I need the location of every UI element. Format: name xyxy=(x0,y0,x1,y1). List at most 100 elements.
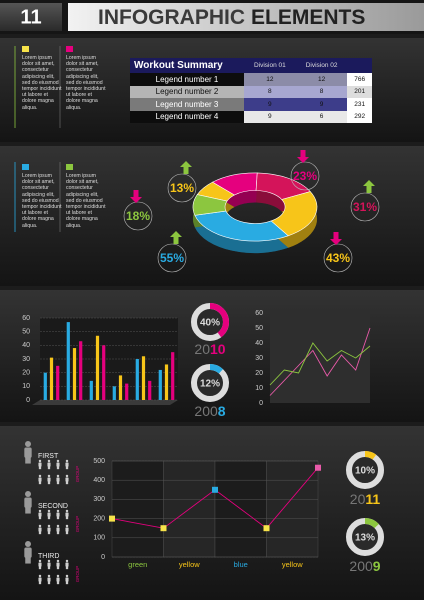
y-tick-label: 60 xyxy=(22,315,30,322)
table-row: Legend number 4 9 6 292 xyxy=(130,110,372,123)
person-icon xyxy=(38,481,42,485)
plot-floor xyxy=(32,400,178,405)
title-part: ELEMENTS xyxy=(251,6,365,29)
arrow-up xyxy=(170,231,182,244)
table-row: Legend number 2 8 8 201 xyxy=(130,85,372,98)
person-icon xyxy=(47,531,51,535)
y-tick-label: 30 xyxy=(22,356,30,363)
group-label: GROUP xyxy=(75,466,80,483)
person-icon xyxy=(24,497,32,508)
table-cell: 12 xyxy=(295,73,348,86)
person-icon xyxy=(38,462,42,467)
gauge-year: 2010 xyxy=(194,341,225,357)
year-part: 200 xyxy=(349,558,373,574)
person-icon xyxy=(65,481,69,485)
data-line xyxy=(269,327,371,396)
person-icon xyxy=(56,512,60,517)
point-marker xyxy=(315,464,321,471)
bar xyxy=(148,380,152,400)
person-icon xyxy=(47,512,51,517)
person-icon xyxy=(47,509,51,513)
slice xyxy=(193,195,227,216)
y-tick-label: 10 xyxy=(22,383,30,390)
label-ring xyxy=(157,243,187,273)
person-icon xyxy=(65,459,69,463)
person-icon xyxy=(65,516,69,520)
table-row: Legend number 1 12 12 766 xyxy=(130,73,372,86)
data-label: 31% xyxy=(353,200,377,214)
column-band xyxy=(266,460,319,558)
person-icon xyxy=(65,577,69,582)
person-icon xyxy=(56,577,60,582)
data-label: 13% xyxy=(170,181,194,195)
table-cell: 12 xyxy=(244,73,296,86)
person-icon xyxy=(56,516,60,520)
person-icon xyxy=(38,581,42,585)
label-ring xyxy=(350,192,380,222)
table-row: Legend number 3 9 9 231 xyxy=(130,98,372,111)
bar xyxy=(141,356,146,400)
person-icon xyxy=(38,459,42,463)
note: Lorem ipsum dolor sit amet, consectetur … xyxy=(22,164,62,229)
y-tick-label: 400 xyxy=(93,477,105,484)
person-icon xyxy=(25,456,31,464)
gauge-label: 12% xyxy=(200,379,220,390)
person-icon xyxy=(38,577,42,582)
y-tick-label: 300 xyxy=(93,496,105,503)
person-icon xyxy=(47,462,51,467)
person-icon xyxy=(65,477,69,482)
table-cell: 766 xyxy=(347,73,372,86)
y-tick-label: 0 xyxy=(259,400,263,407)
gauge-year: 2009 xyxy=(349,558,380,574)
note-swatch xyxy=(22,164,29,170)
person-icon xyxy=(38,531,42,535)
person-icon xyxy=(56,559,60,563)
bar xyxy=(66,322,70,400)
person-icon xyxy=(38,559,42,563)
year-part: 20 xyxy=(350,491,366,507)
person-icon xyxy=(56,566,60,570)
person-icon xyxy=(65,474,69,478)
person-icon xyxy=(38,524,42,528)
year-part: 200 xyxy=(194,403,218,419)
bar xyxy=(72,348,77,400)
note: Lorem ipsum dolor sit amet, consectetur … xyxy=(66,164,106,229)
y-tick-label: 60 xyxy=(255,310,263,317)
person-icon xyxy=(65,574,69,578)
person-icon xyxy=(47,516,51,520)
person-icon xyxy=(47,527,51,532)
person-icon xyxy=(25,441,31,447)
person-icon xyxy=(56,574,60,578)
y-tick-label: 40 xyxy=(22,342,30,349)
person-icon xyxy=(47,577,51,582)
table-cell: 8 xyxy=(295,85,348,98)
year-part: 20 xyxy=(194,341,210,357)
bar xyxy=(118,375,123,400)
y-tick-label: 10 xyxy=(255,385,263,392)
person-icon xyxy=(47,474,51,478)
data-label: 18% xyxy=(126,209,150,223)
column-band xyxy=(111,460,164,558)
label-ring xyxy=(123,201,153,231)
person-icon xyxy=(65,527,69,532)
bar xyxy=(171,352,175,400)
person-icon xyxy=(65,531,69,535)
person-icon xyxy=(38,527,42,532)
bar xyxy=(135,359,139,400)
group-label: GROUP xyxy=(75,566,80,583)
note-text: Lorem ipsum dolor sit amet, consectetur … xyxy=(66,55,106,111)
person-icon xyxy=(56,527,60,532)
title-part: INFOGRAPHIC xyxy=(98,6,245,29)
data-label: 23% xyxy=(293,169,317,183)
person-icon xyxy=(38,474,42,478)
bar xyxy=(112,386,116,400)
bar xyxy=(43,372,47,400)
year-part: 10 xyxy=(210,341,226,357)
y-tick-label: 50 xyxy=(22,329,30,336)
y-tick-label: 0 xyxy=(26,397,30,404)
y-tick-label: 50 xyxy=(255,325,263,332)
y-tick-label: 40 xyxy=(255,340,263,347)
data-label: 43% xyxy=(326,251,350,265)
label-ring xyxy=(290,161,320,191)
